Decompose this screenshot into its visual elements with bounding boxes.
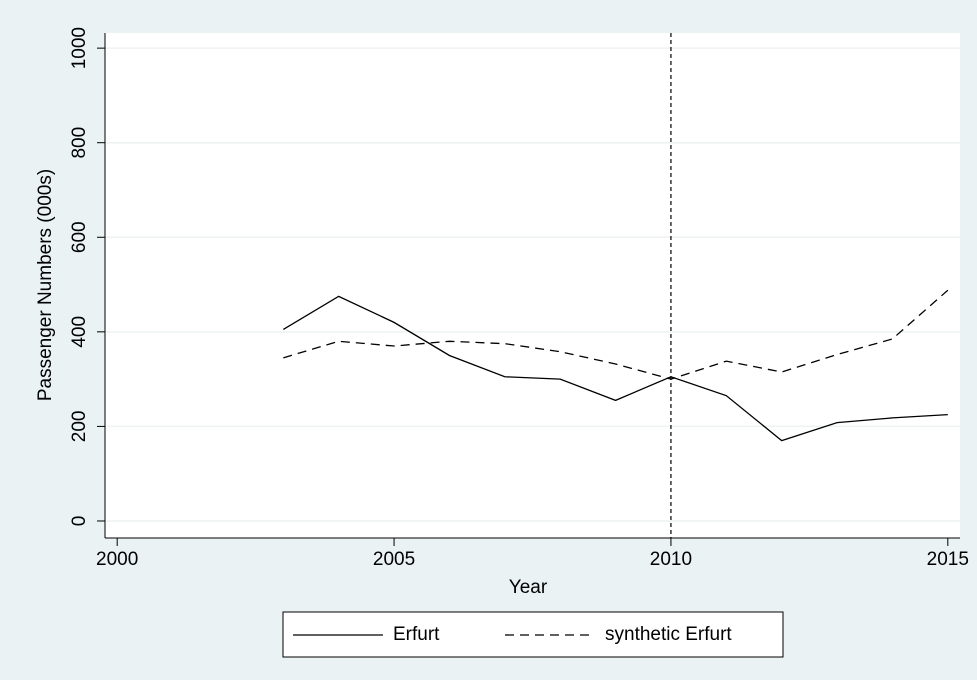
y-axis-label: Passenger Numbers (000s)	[35, 169, 56, 401]
x-tick-label: 2005	[373, 549, 415, 570]
y-tick-label: 600	[69, 221, 90, 253]
y-tick-label: 800	[69, 127, 90, 159]
legend-label: synthetic Erfurt	[605, 624, 732, 645]
series-line	[283, 289, 949, 380]
x-axis-label: Year	[509, 577, 548, 598]
y-tick-label: 0	[69, 516, 90, 527]
x-tick-label: 2010	[650, 549, 692, 570]
x-tick-label: 2015	[927, 549, 969, 570]
plot-area	[105, 33, 960, 538]
series-line	[282, 295, 948, 442]
y-tick-label: 1000	[69, 27, 90, 69]
y-tick-label: 400	[69, 316, 90, 348]
y-tick-label: 200	[69, 411, 90, 443]
x-tick-label: 2000	[96, 549, 138, 570]
legend-label: Erfurt	[393, 624, 440, 645]
